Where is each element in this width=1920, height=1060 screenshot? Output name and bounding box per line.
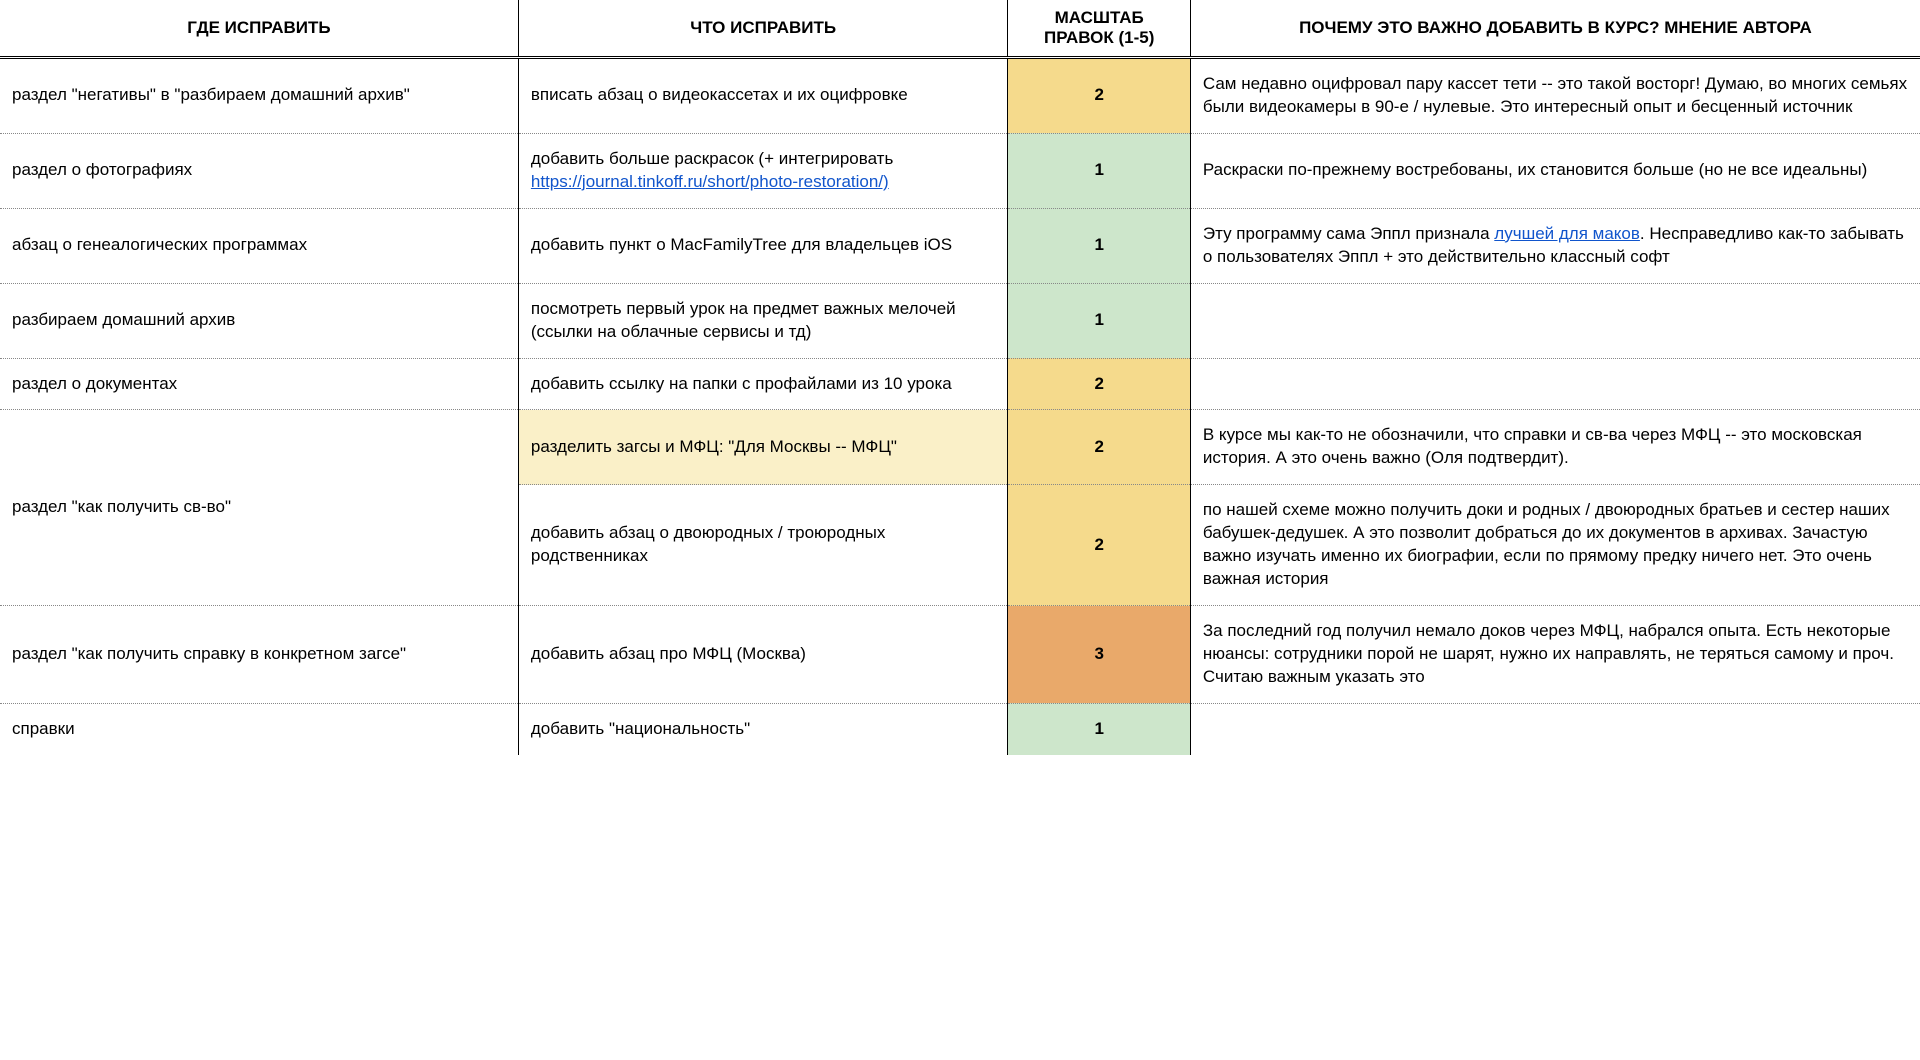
cell-why: В курсе мы как-то не обозначили, что спр… [1190, 410, 1920, 485]
cell-where: раздел о документах [0, 358, 518, 410]
cell-scale: 2 [1008, 358, 1190, 410]
cell-where: раздел "негативы" в "разбираем домашний … [0, 58, 518, 134]
cell-scale: 3 [1008, 606, 1190, 704]
cell-where: раздел о фотографиях [0, 133, 518, 208]
table-row: раздел о фотографиях добавить больше рас… [0, 133, 1920, 208]
table-row: раздел о документах добавить ссылку на п… [0, 358, 1920, 410]
col-header-what: ЧТО ИСПРАВИТЬ [518, 0, 1008, 58]
cell-scale: 1 [1008, 283, 1190, 358]
cell-why: За последний год получил немало доков че… [1190, 606, 1920, 704]
cell-what-prefix: добавить больше раскрасок (+ интегрирова… [531, 149, 893, 168]
cell-why: Сам недавно оцифровал пару кассет тети -… [1190, 58, 1920, 134]
cell-what: добавить пункт о MacFamilyTree для владе… [518, 208, 1008, 283]
why-link[interactable]: лучшей для маков [1494, 224, 1640, 243]
cell-what: разделить загсы и МФЦ: "Для Москвы -- МФ… [518, 410, 1008, 485]
cell-scale: 1 [1008, 208, 1190, 283]
cell-what: добавить абзац о двоюродных / троюродных… [518, 485, 1008, 606]
table-row: раздел "как получить св-во" разделить за… [0, 410, 1920, 485]
cell-why: Раскраски по-прежнему востребованы, их с… [1190, 133, 1920, 208]
col-header-why: ПОЧЕМУ ЭТО ВАЖНО ДОБАВИТЬ В КУРС? МНЕНИЕ… [1190, 0, 1920, 58]
cell-what: посмотреть первый урок на предмет важных… [518, 283, 1008, 358]
table-row: справки добавить "национальность" 1 [0, 703, 1920, 754]
col-header-where: ГДЕ ИСПРАВИТЬ [0, 0, 518, 58]
header-row: ГДЕ ИСПРАВИТЬ ЧТО ИСПРАВИТЬ МАСШТАБ ПРАВ… [0, 0, 1920, 58]
cell-scale: 2 [1008, 410, 1190, 485]
cell-where: абзац о генеалогических программах [0, 208, 518, 283]
col-header-scale: МАСШТАБ ПРАВОК (1-5) [1008, 0, 1190, 58]
table-row: раздел "негативы" в "разбираем домашний … [0, 58, 1920, 134]
table-row: разбираем домашний архив посмотреть перв… [0, 283, 1920, 358]
cell-why [1190, 703, 1920, 754]
cell-where: раздел "как получить св-во" [0, 410, 518, 606]
cell-why [1190, 283, 1920, 358]
cell-scale: 1 [1008, 703, 1190, 754]
cell-why: Эту программу сама Эппл признала лучшей … [1190, 208, 1920, 283]
cell-where: разбираем домашний архив [0, 283, 518, 358]
cell-where: раздел "как получить справку в конкретно… [0, 606, 518, 704]
cell-what: добавить ссылку на папки с профайлами из… [518, 358, 1008, 410]
cell-why: по нашей схеме можно получить доки и род… [1190, 485, 1920, 606]
cell-scale: 2 [1008, 58, 1190, 134]
cell-why-prefix: Эту программу сама Эппл признала [1203, 224, 1494, 243]
cell-what: добавить абзац про МФЦ (Москва) [518, 606, 1008, 704]
cell-what: добавить больше раскрасок (+ интегрирова… [518, 133, 1008, 208]
cell-scale: 2 [1008, 485, 1190, 606]
cell-where: справки [0, 703, 518, 754]
table-row: раздел "как получить справку в конкретно… [0, 606, 1920, 704]
what-link[interactable]: https://journal.tinkoff.ru/short/photo-r… [531, 172, 889, 191]
table-row: абзац о генеалогических программах добав… [0, 208, 1920, 283]
cell-why [1190, 358, 1920, 410]
edits-table: ГДЕ ИСПРАВИТЬ ЧТО ИСПРАВИТЬ МАСШТАБ ПРАВ… [0, 0, 1920, 755]
cell-scale: 1 [1008, 133, 1190, 208]
cell-what: вписать абзац о видеокассетах и их оцифр… [518, 58, 1008, 134]
cell-what: добавить "национальность" [518, 703, 1008, 754]
